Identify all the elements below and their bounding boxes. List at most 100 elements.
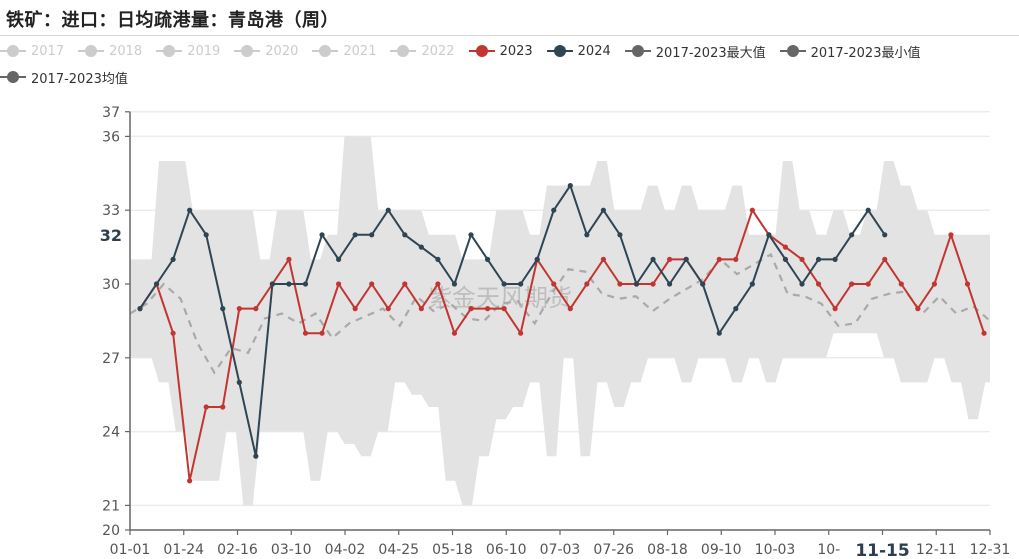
data-point[interactable]: [832, 256, 838, 262]
data-point[interactable]: [948, 232, 954, 238]
data-point[interactable]: [799, 281, 805, 287]
data-point[interactable]: [319, 330, 325, 336]
data-point[interactable]: [319, 232, 325, 238]
data-point[interactable]: [352, 232, 358, 238]
legend-item-2021[interactable]: 2021: [312, 44, 376, 59]
data-point[interactable]: [534, 256, 540, 262]
data-point[interactable]: [733, 256, 739, 262]
data-point[interactable]: [518, 330, 524, 336]
data-point[interactable]: [435, 256, 441, 262]
data-point[interactable]: [236, 379, 242, 385]
data-point[interactable]: [418, 306, 424, 312]
legend-item-2024[interactable]: 2024: [546, 44, 611, 59]
data-point[interactable]: [336, 256, 342, 262]
data-point[interactable]: [551, 207, 557, 213]
data-point[interactable]: [716, 256, 722, 262]
data-point[interactable]: [567, 183, 573, 189]
legend-item-2017-2023均值[interactable]: 2017-2023均值: [0, 68, 128, 87]
legend-item-2017[interactable]: 2017: [0, 44, 64, 59]
data-point[interactable]: [882, 232, 888, 238]
data-point[interactable]: [915, 306, 921, 312]
data-point[interactable]: [269, 281, 275, 287]
data-point[interactable]: [683, 256, 689, 262]
data-point[interactable]: [964, 281, 971, 287]
legend-item-2018[interactable]: 2018: [78, 44, 142, 59]
data-point[interactable]: [369, 232, 375, 238]
data-point[interactable]: [484, 306, 491, 312]
data-point[interactable]: [617, 232, 623, 238]
data-point[interactable]: [501, 306, 507, 312]
legend-item-2023[interactable]: 2023: [468, 44, 533, 59]
data-point[interactable]: [650, 281, 656, 287]
data-point[interactable]: [501, 281, 507, 287]
data-point[interactable]: [402, 281, 408, 287]
data-point[interactable]: [849, 232, 855, 238]
data-point[interactable]: [187, 478, 193, 484]
data-point[interactable]: [187, 207, 193, 213]
data-point[interactable]: [302, 330, 309, 336]
data-point[interactable]: [170, 256, 176, 262]
data-point[interactable]: [799, 256, 805, 262]
data-point[interactable]: [385, 207, 391, 213]
data-point[interactable]: [253, 453, 259, 459]
data-point[interactable]: [749, 207, 755, 213]
data-point[interactable]: [650, 256, 656, 262]
data-point[interactable]: [849, 281, 855, 287]
data-point[interactable]: [865, 207, 871, 213]
data-point[interactable]: [418, 244, 424, 250]
data-point[interactable]: [667, 281, 673, 287]
data-point[interactable]: [633, 281, 640, 287]
data-point[interactable]: [518, 281, 524, 287]
data-point[interactable]: [832, 306, 838, 312]
data-point[interactable]: [451, 330, 458, 336]
data-point[interactable]: [584, 232, 590, 238]
legend-item-2019[interactable]: 2019: [156, 44, 220, 59]
data-point[interactable]: [468, 232, 474, 238]
data-point[interactable]: [567, 306, 573, 312]
legend-item-2022[interactable]: 2022: [390, 44, 455, 59]
data-point[interactable]: [667, 256, 673, 262]
data-point[interactable]: [203, 404, 209, 410]
data-point[interactable]: [203, 232, 209, 238]
data-point[interactable]: [815, 281, 822, 287]
data-point[interactable]: [286, 256, 292, 262]
legend-item-2020[interactable]: 2020: [234, 44, 298, 59]
data-point[interactable]: [700, 281, 706, 287]
data-point[interactable]: [435, 281, 441, 287]
data-point[interactable]: [451, 281, 458, 287]
data-point[interactable]: [153, 281, 160, 287]
data-point[interactable]: [484, 256, 491, 262]
data-point[interactable]: [782, 244, 789, 250]
data-point[interactable]: [766, 232, 772, 238]
data-point[interactable]: [617, 281, 623, 287]
data-point[interactable]: [369, 281, 375, 287]
data-point[interactable]: [336, 281, 342, 287]
data-point[interactable]: [815, 256, 822, 262]
data-point[interactable]: [898, 281, 904, 287]
data-point[interactable]: [220, 306, 226, 312]
data-point[interactable]: [782, 256, 789, 262]
data-point[interactable]: [931, 281, 938, 287]
data-point[interactable]: [253, 306, 259, 312]
data-point[interactable]: [302, 281, 309, 287]
legend-item-2017-2023最小值[interactable]: 2017-2023最小值: [779, 42, 920, 61]
data-point[interactable]: [733, 306, 739, 312]
data-point[interactable]: [286, 281, 292, 287]
data-point[interactable]: [584, 281, 590, 287]
data-point[interactable]: [749, 281, 755, 287]
data-point[interactable]: [716, 330, 722, 336]
data-point[interactable]: [551, 281, 557, 287]
data-point[interactable]: [236, 306, 242, 312]
data-point[interactable]: [352, 306, 358, 312]
data-point[interactable]: [385, 306, 391, 312]
data-point[interactable]: [170, 330, 176, 336]
data-point[interactable]: [220, 404, 226, 410]
data-point[interactable]: [981, 330, 987, 336]
data-point[interactable]: [600, 207, 607, 213]
data-point[interactable]: [468, 306, 474, 312]
data-point[interactable]: [865, 281, 871, 287]
data-point[interactable]: [137, 306, 143, 312]
data-point[interactable]: [882, 256, 888, 262]
data-point[interactable]: [402, 232, 408, 238]
data-point[interactable]: [600, 256, 607, 262]
